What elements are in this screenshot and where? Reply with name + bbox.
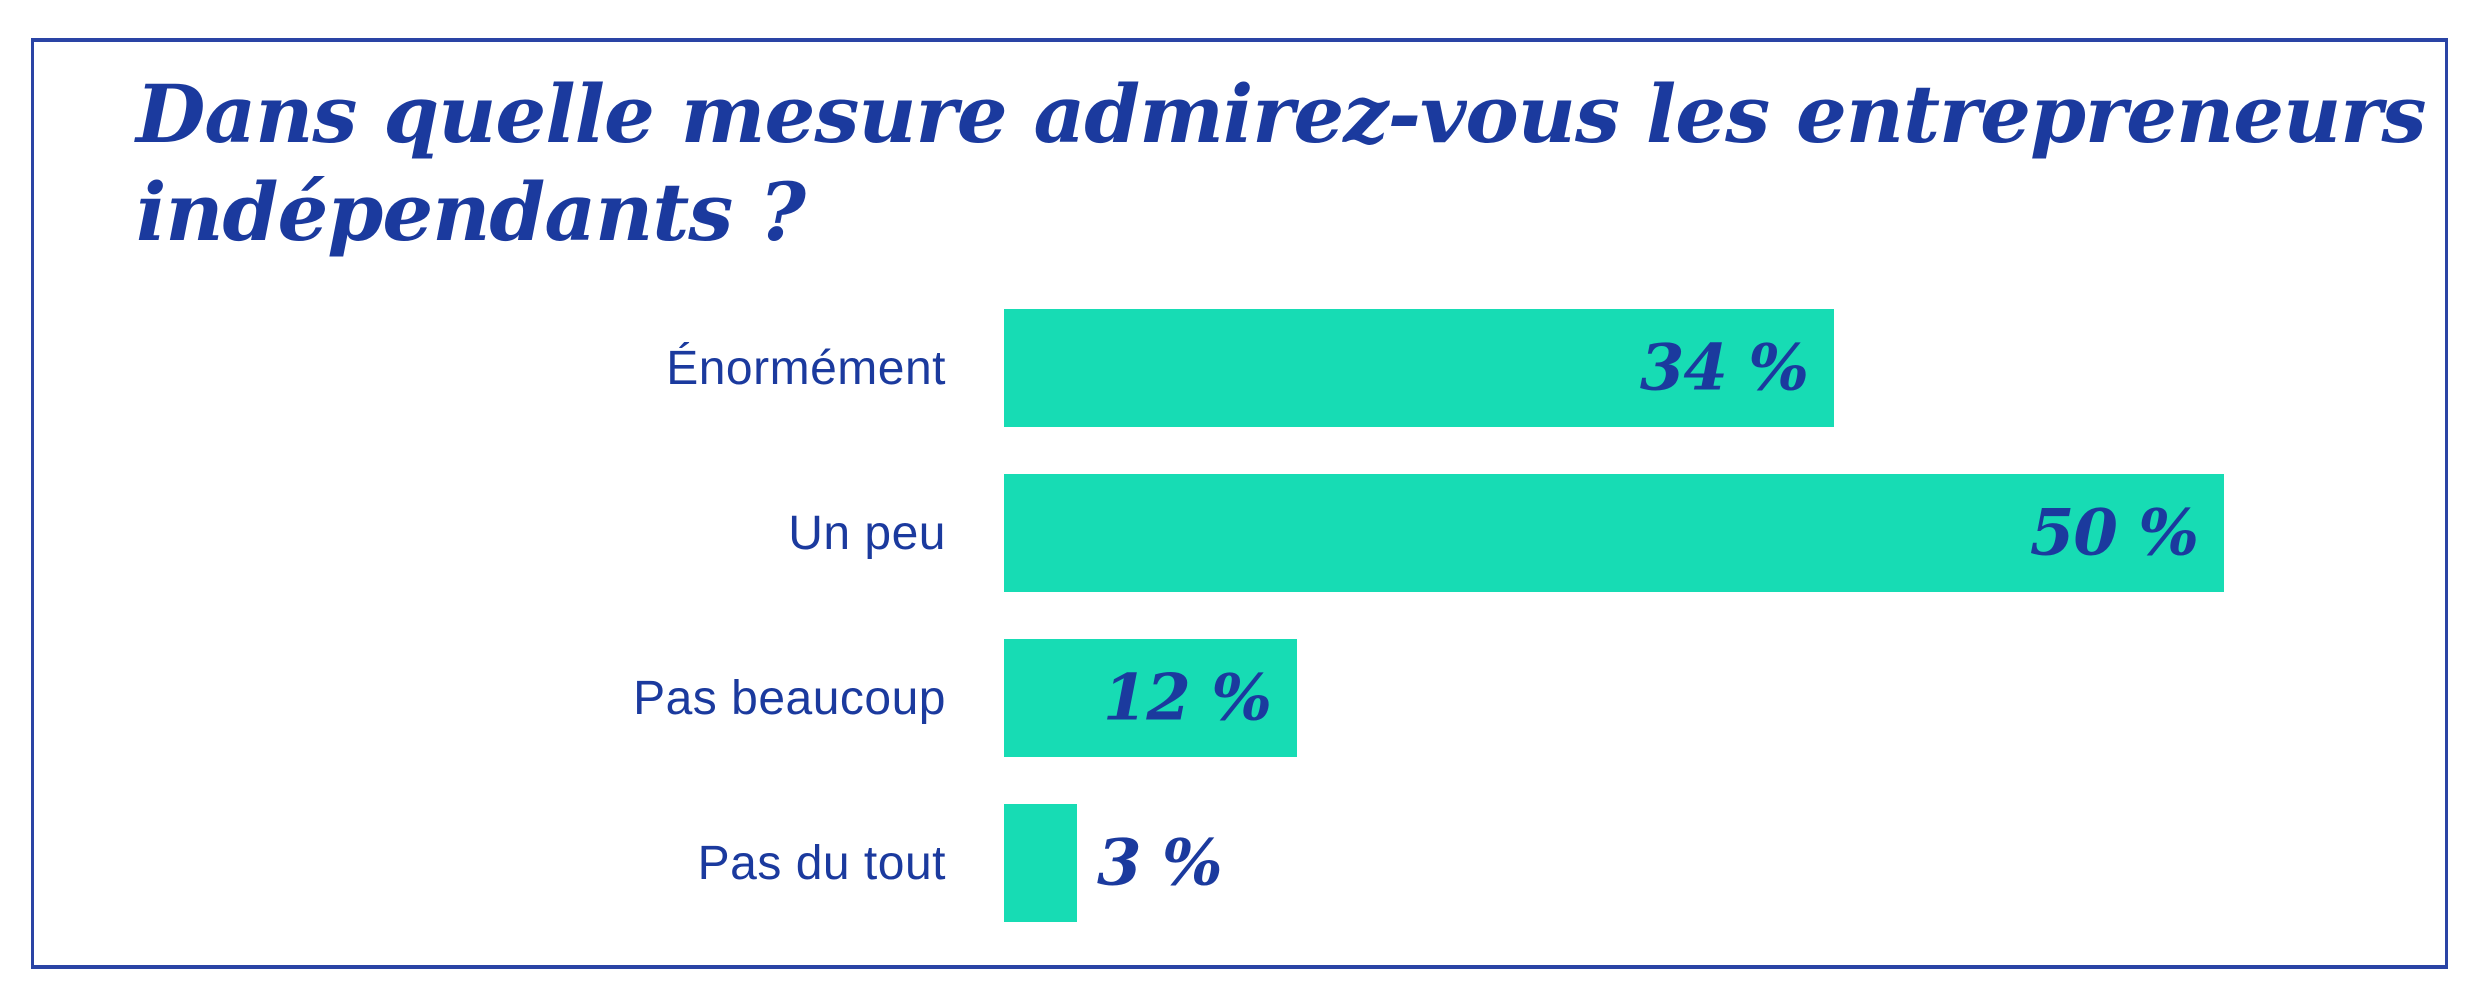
chart-title-line-1: Dans quelle mesure admirez-vous les entr… [136,67,2426,161]
chart-row: Énormément 34 % [37,309,2442,427]
chart-title-line-2: indépendants ? [136,164,806,259]
category-label: Pas beaucoup [633,671,946,725]
value-label: 50 % [2029,495,2199,571]
category-label: Un peu [788,506,946,560]
bar-fill [1004,804,1077,922]
value-label: 12 % [1102,660,1272,736]
category-label: Pas du tout [697,836,946,890]
value-label: 3 % [1097,825,1223,901]
chart-frame-border: Dans quelle mesure admirez-vous les entr… [31,38,2448,969]
bar-track: 12 % [1004,639,2442,757]
bar-track: 34 % [1004,309,2442,427]
bar-chart: Énormément 34 % Un peu 50 % Pas beaucoup 12 %… [37,309,2442,922]
bar-fill: 50 % [1004,474,2224,592]
bar-fill: 12 % [1004,639,1297,757]
chart-row: Pas beaucoup 12 % [37,639,2442,757]
value-label: 34 % [1639,330,1809,406]
category-label: Énormément [666,341,946,395]
chart-title: Dans quelle mesure admirez-vous les entr… [136,66,2426,261]
chart-row: Pas du tout 3 % [37,804,2442,922]
bar-track: 50 % [1004,474,2442,592]
bar-fill: 34 % [1004,309,1834,427]
bar-track: 3 % [1004,804,2442,922]
chart-row: Un peu 50 % [37,474,2442,592]
